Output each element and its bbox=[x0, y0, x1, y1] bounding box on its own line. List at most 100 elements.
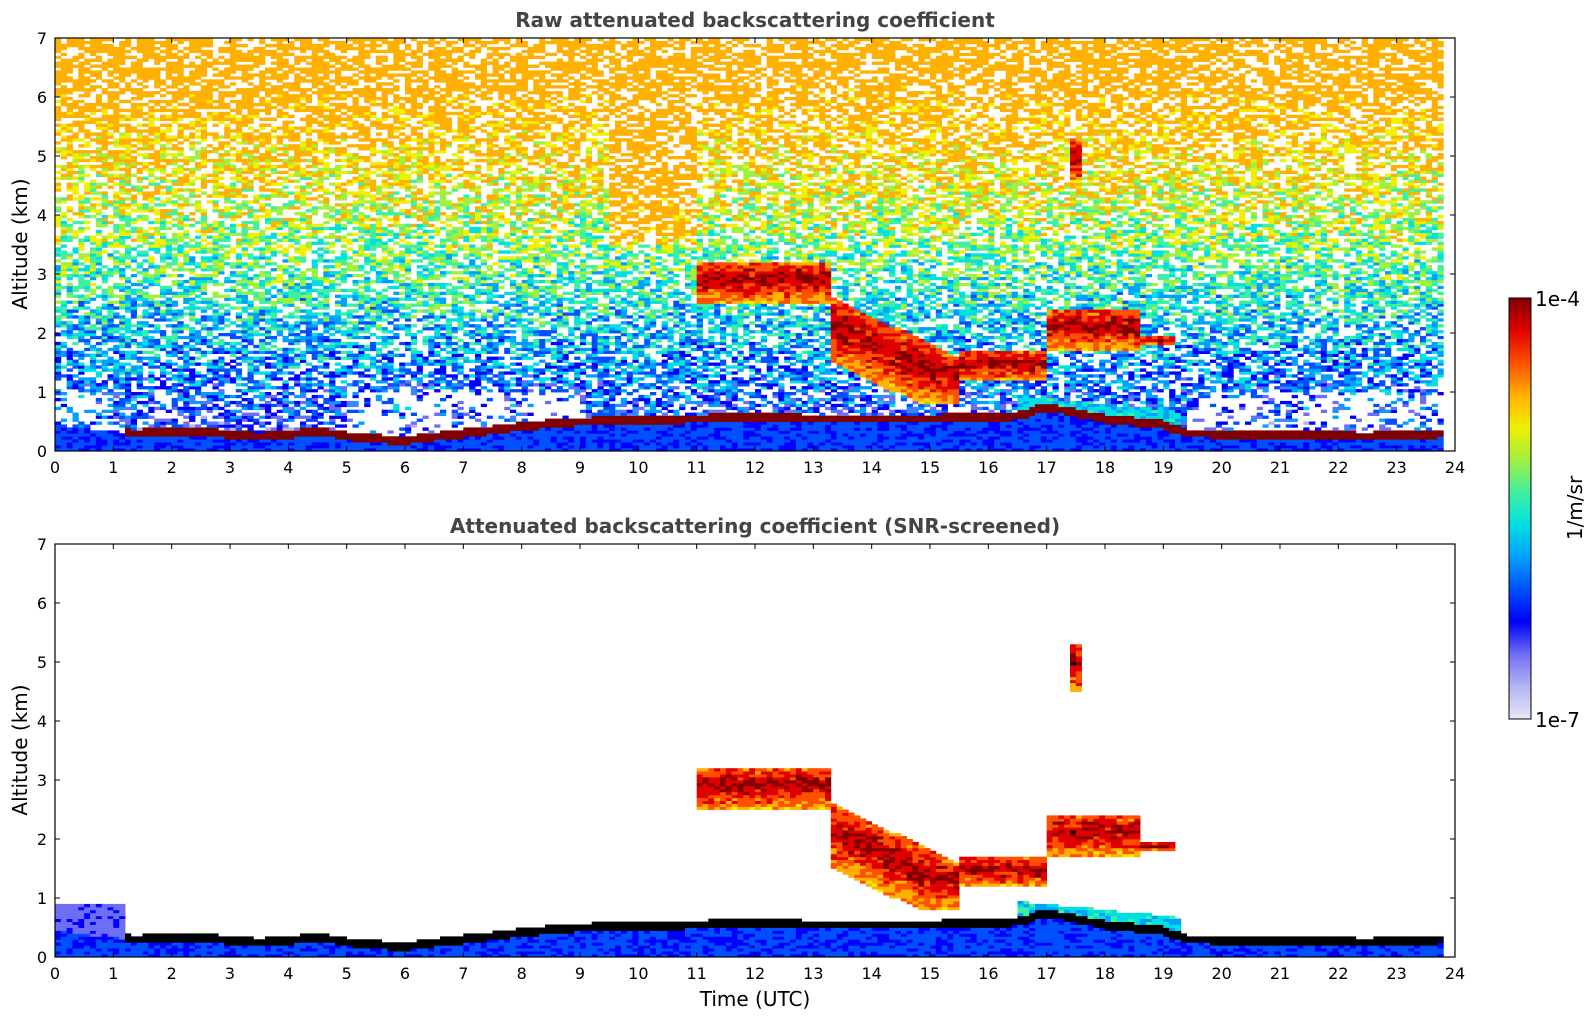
heatmap-cell bbox=[66, 129, 73, 133]
heatmap-cell bbox=[95, 85, 102, 89]
heatmap-cell bbox=[177, 226, 184, 231]
heatmap-cell bbox=[218, 448, 225, 451]
heatmap-cell bbox=[288, 158, 295, 163]
heatmap-cell bbox=[270, 397, 277, 402]
heatmap-cell bbox=[300, 91, 307, 95]
heatmap-cell bbox=[305, 138, 312, 142]
heatmap-cell bbox=[125, 380, 132, 384]
heatmap-cell bbox=[101, 61, 108, 65]
heatmap-cell bbox=[241, 238, 248, 242]
heatmap-cell bbox=[212, 256, 219, 260]
heatmap-cell bbox=[323, 344, 330, 349]
heatmap-cell bbox=[206, 173, 213, 177]
heatmap-cell bbox=[183, 161, 190, 166]
heatmap-cell bbox=[305, 427, 312, 431]
heatmap-cell bbox=[60, 350, 67, 354]
heatmap-cell bbox=[165, 309, 172, 313]
heatmap-cell bbox=[148, 442, 155, 446]
heatmap-cell bbox=[113, 421, 120, 425]
heatmap-cell bbox=[288, 120, 295, 124]
heatmap-cell bbox=[195, 120, 202, 124]
heatmap-cell bbox=[206, 442, 213, 446]
heatmap-cell bbox=[125, 88, 132, 92]
heatmap-cell bbox=[247, 167, 254, 172]
heatmap-cell bbox=[119, 212, 126, 216]
heatmap-cell bbox=[358, 132, 365, 136]
heatmap-cell bbox=[294, 212, 301, 216]
heatmap-cell bbox=[300, 58, 307, 62]
heatmap-cell bbox=[241, 58, 248, 62]
heatmap-cell bbox=[241, 226, 248, 231]
heatmap-cell bbox=[165, 191, 172, 195]
heatmap-cell bbox=[265, 49, 272, 54]
heatmap-cell bbox=[90, 108, 97, 113]
heatmap-cell bbox=[206, 368, 213, 372]
heatmap-cell bbox=[60, 442, 67, 446]
heatmap-cell bbox=[224, 427, 231, 431]
heatmap-cell bbox=[317, 223, 324, 228]
heatmap-cell bbox=[107, 132, 114, 136]
heatmap-cell bbox=[60, 176, 67, 180]
heatmap-cell bbox=[352, 403, 359, 408]
heatmap-cell bbox=[358, 303, 365, 307]
heatmap-cell bbox=[224, 341, 231, 346]
heatmap-cell bbox=[294, 427, 301, 431]
heatmap-cell bbox=[288, 244, 295, 248]
heatmap-cell bbox=[300, 158, 307, 163]
heatmap-cell bbox=[55, 362, 62, 366]
heatmap-cell bbox=[276, 99, 283, 104]
heatmap-cell bbox=[259, 253, 266, 257]
heatmap-cell bbox=[212, 448, 219, 451]
heatmap-cell bbox=[323, 105, 330, 110]
heatmap-cell bbox=[113, 380, 120, 384]
heatmap-cell bbox=[282, 297, 289, 301]
heatmap-cell bbox=[335, 389, 342, 393]
heatmap-cell bbox=[311, 377, 318, 381]
heatmap-cell bbox=[230, 167, 237, 172]
heatmap-cell bbox=[346, 312, 353, 316]
heatmap-cell bbox=[282, 111, 289, 116]
heatmap-cell bbox=[183, 229, 190, 234]
heatmap-cell bbox=[195, 91, 202, 95]
heatmap-cell bbox=[148, 300, 155, 304]
heatmap-cell bbox=[113, 55, 120, 59]
heatmap-cell bbox=[154, 238, 161, 242]
heatmap-cell bbox=[270, 253, 277, 257]
heatmap-cell bbox=[60, 344, 67, 349]
heatmap-cell bbox=[212, 61, 219, 65]
heatmap-cell bbox=[95, 40, 102, 45]
heatmap-cell bbox=[352, 46, 359, 51]
heatmap-cell bbox=[276, 318, 283, 322]
heatmap-cell bbox=[335, 341, 342, 346]
heatmap-cell bbox=[311, 297, 318, 301]
heatmap-cell bbox=[90, 274, 97, 278]
heatmap-cell bbox=[189, 111, 196, 116]
heatmap-cell bbox=[230, 377, 237, 381]
heatmap-cell bbox=[212, 318, 219, 322]
heatmap-cell bbox=[241, 120, 248, 124]
heatmap-cell bbox=[142, 439, 149, 443]
heatmap-cell bbox=[340, 105, 347, 110]
heatmap-cell bbox=[171, 368, 178, 372]
heatmap-cell bbox=[358, 365, 365, 369]
heatmap-cell bbox=[329, 371, 336, 375]
heatmap-cell bbox=[119, 297, 126, 301]
heatmap-cell bbox=[358, 226, 365, 231]
heatmap-cell bbox=[340, 330, 347, 334]
heatmap-cell bbox=[300, 294, 307, 298]
heatmap-cell bbox=[235, 282, 242, 287]
heatmap-cell bbox=[294, 276, 301, 281]
heatmap-cell bbox=[358, 386, 365, 390]
heatmap-cell bbox=[125, 374, 132, 378]
heatmap-cell bbox=[305, 170, 312, 175]
heatmap-cell bbox=[55, 108, 62, 113]
heatmap-cell bbox=[107, 200, 114, 204]
heatmap-cell bbox=[130, 433, 137, 437]
heatmap-cell bbox=[340, 235, 347, 239]
heatmap-cell bbox=[125, 203, 132, 207]
heatmap-cell bbox=[125, 297, 132, 301]
heatmap-cell bbox=[270, 135, 277, 139]
heatmap-cell bbox=[130, 91, 137, 95]
heatmap-cell bbox=[218, 377, 225, 381]
heatmap-cell bbox=[311, 64, 318, 68]
